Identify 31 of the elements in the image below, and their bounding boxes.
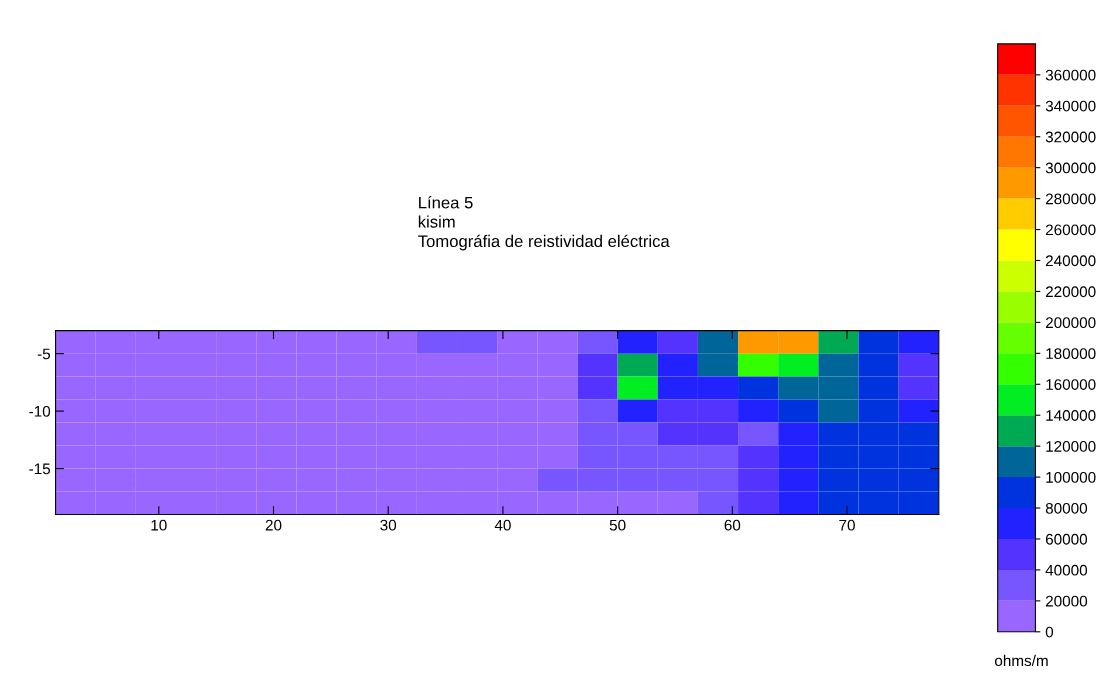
color-bar-label: 140000 [1046, 410, 1096, 421]
color-bar-label: 40000 [1045, 564, 1088, 576]
color-bar-label: 160000 [1046, 379, 1096, 390]
color-bar-label: 340000 [1045, 100, 1096, 112]
color-bar-title: ohms/m [994, 654, 1048, 667]
color-bar-label: 360000 [1045, 69, 1096, 81]
x-tick-label: 40 [494, 519, 511, 531]
color-bar-label: 280000 [1045, 193, 1096, 205]
color-bar-label: 260000 [1045, 224, 1096, 236]
color-bar-label: 200000 [1045, 317, 1096, 329]
color-bar-label: 240000 [1045, 255, 1096, 267]
color-bar-label: 180000 [1046, 348, 1096, 360]
y-tick-label: -10 [29, 405, 51, 417]
color-bar-label: 0 [1045, 626, 1054, 638]
color-bar-label: 320000 [1045, 131, 1096, 143]
x-tick-label: 70 [839, 519, 855, 531]
x-tick-label: 60 [724, 519, 741, 531]
color-bar-label: 100000 [1046, 471, 1096, 483]
y-tick-label: -5 [37, 348, 51, 360]
x-tick-label: 20 [265, 519, 282, 531]
color-bar-label: 60000 [1045, 533, 1088, 545]
x-tick-label: 50 [609, 519, 626, 531]
chart-title: Línea 5 kisim Tomográfia de reistividad eléctrica [418, 196, 670, 251]
x-tick-label: 30 [380, 519, 397, 531]
x-tick-label: 10 [151, 519, 167, 531]
color-bar-label: 80000 [1045, 502, 1088, 514]
color-bar-label: 20000 [1045, 595, 1088, 607]
color-bar-label: 120000 [1046, 441, 1096, 452]
y-tick-label: -15 [29, 463, 51, 475]
color-bar-label: 220000 [1045, 286, 1096, 298]
color-bar-label: 300000 [1045, 162, 1096, 174]
